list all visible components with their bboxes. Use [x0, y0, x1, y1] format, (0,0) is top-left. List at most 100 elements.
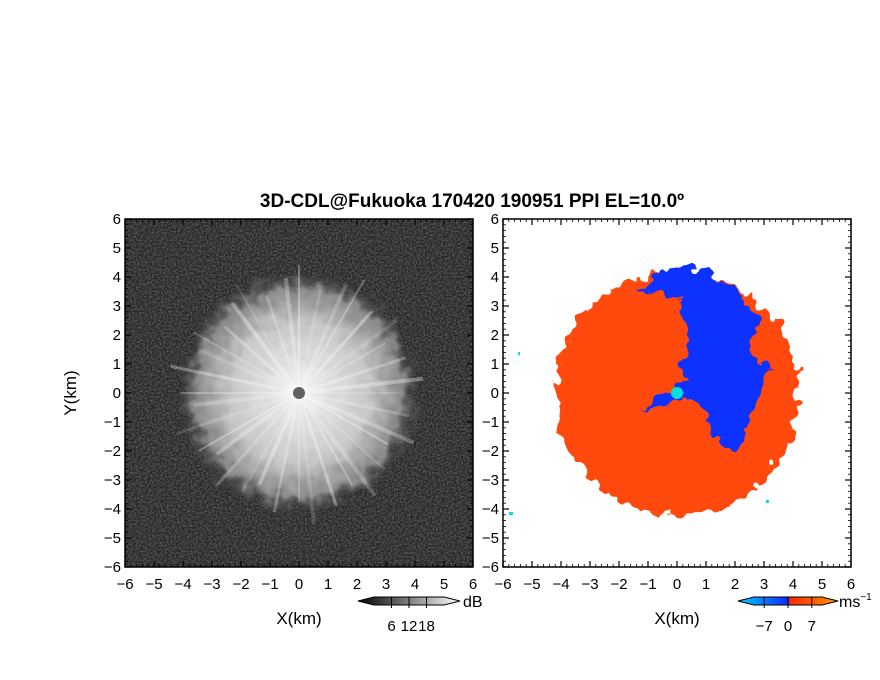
reflectivity-axes: −6 6 −5 5 −4 4 −3 3 −2 2 −1 1 0 0 1 −1 2 −2 3 −3 4 −4 5 −5 6 −6: [104, 211, 477, 593]
reflectivity-ray: [215, 391, 301, 456]
x-tick-label: −3: [203, 576, 220, 593]
y-tick-label: −1: [104, 414, 121, 431]
y-tick-label: 2: [113, 327, 121, 344]
reflectivity-ray: [193, 331, 300, 394]
reflectivity-ray: [257, 392, 301, 486]
clutter-speck: [509, 512, 513, 515]
reflectivity-ray: [297, 310, 373, 394]
reflectivity-ray: [297, 318, 398, 395]
velocity-approaching-region: [640, 276, 770, 452]
colorbar-tick-label: 18: [418, 618, 435, 635]
reflectivity-ray: [170, 364, 300, 395]
x-tick-label: −6: [116, 576, 133, 593]
reflectivity-panel: [125, 219, 473, 567]
x-tick-label: −4: [552, 576, 569, 593]
x-tick-label: 1: [324, 576, 332, 593]
reflectivity-ray: [230, 301, 301, 395]
x-tick-label: 2: [731, 576, 739, 593]
velocity-colorbar: −7 0 7 ms−1: [737, 592, 872, 635]
reflectivity-ray: [297, 391, 377, 497]
reflectivity-ray: [177, 391, 300, 435]
reflectivity-ray: [298, 392, 389, 446]
velocity-colorbar-unit-base: ms: [839, 594, 860, 611]
reflectivity-ray: [198, 392, 300, 452]
reflectivity-ray: [272, 392, 301, 513]
reflectivity-ray: [298, 376, 424, 395]
y-tick-label: 3: [491, 298, 499, 315]
y-tick-label: −6: [482, 559, 499, 576]
x-tick-label: 4: [789, 576, 797, 593]
velocity-panel: [503, 219, 851, 567]
x-tick-label: 6: [847, 576, 855, 593]
reflectivity-ray: [298, 279, 366, 394]
y-tick-label: 1: [113, 356, 121, 373]
y-tick-label: −4: [104, 501, 121, 518]
y-tick-label: 5: [113, 240, 121, 257]
x-tick-label: −5: [145, 576, 162, 593]
reflectivity-colorbar-ticks: 6 12 18: [387, 597, 435, 635]
velocity-colorbar-ticks: −7 0 7: [756, 597, 816, 635]
y-tick-label: −3: [482, 472, 499, 489]
y-tick-label: 1: [491, 356, 499, 373]
x-tick-label: −1: [639, 576, 656, 593]
clutter-speck: [766, 500, 769, 503]
y-tick-label: −3: [104, 472, 121, 489]
y-tick-label: 4: [113, 269, 121, 286]
reflectivity-ray: [223, 325, 300, 395]
reflectivity-rays: [170, 265, 424, 524]
y-tick-label: −5: [482, 530, 499, 547]
y-tick-label: 0: [113, 385, 121, 402]
y-tick-label: 5: [491, 240, 499, 257]
velocity-colorbar-unit: ms−1: [839, 592, 872, 611]
y-tick-label: −6: [104, 559, 121, 576]
y-tick-label: 2: [491, 327, 499, 344]
reflectivity-ray: [298, 392, 353, 486]
x-tick-label: 2: [353, 576, 361, 593]
velocity-axes: −6 6 −5 5 −4 4 −3 3 −2 2 −1 1 0 0 1 −1 2 −2 3 −3 4 −4 5 −5 6 −6: [482, 211, 855, 593]
reflectivity-ray: [193, 391, 300, 408]
colorbar-tick-label: 6: [387, 618, 395, 635]
reflectivity-colorbar: 6 12 18 dB: [357, 594, 483, 635]
reflectivity-ray: [298, 356, 407, 395]
x-tick-label: 4: [411, 576, 419, 593]
x-tick-label: 0: [673, 576, 681, 593]
x-tick-label: −5: [523, 576, 540, 593]
y-tick-label: −2: [482, 443, 499, 460]
y-tick-label: −1: [482, 414, 499, 431]
y-tick-label: −5: [104, 530, 121, 547]
reflectivity-ray: [283, 278, 301, 394]
x-tick-label: −6: [494, 576, 511, 593]
reflectivity-ray: [198, 347, 300, 395]
y-tick-label: 0: [491, 385, 499, 402]
reflectivity-ray: [298, 391, 415, 445]
reflectivity-ray: [298, 391, 410, 418]
velocity-approaching-rim: [636, 268, 722, 296]
velocity-colorbar-unit-exponent: −1: [860, 592, 872, 603]
reflectivity-ray: [297, 283, 348, 394]
chart-title: 3D-CDL@Fukuoka 170420 190951 PPI EL=10.0…: [260, 191, 684, 212]
colorbar-tick-label: 7: [808, 618, 816, 635]
x-tick-label: −2: [232, 576, 249, 593]
y-tick-label: −2: [104, 443, 121, 460]
reflectivity-ray: [297, 288, 322, 394]
reflectivity-colorbar-unit: dB: [463, 594, 483, 611]
reflectivity-ray: [242, 392, 300, 491]
x-tick-label: 3: [760, 576, 768, 593]
reflectivity-ray: [297, 392, 316, 524]
x-tick-label: 3: [382, 576, 390, 593]
x-tick-label: −3: [581, 576, 598, 593]
reflectivity-ray: [214, 392, 301, 488]
x-axis-label-right: X(km): [654, 609, 699, 628]
y-tick-label: 6: [491, 211, 499, 228]
x-axis-label-left: X(km): [276, 609, 321, 628]
radar-site-marker: [671, 387, 683, 399]
y-tick-label: 3: [113, 298, 121, 315]
clutter-speck: [518, 352, 520, 355]
x-tick-label: 1: [702, 576, 710, 593]
x-tick-label: 5: [440, 576, 448, 593]
reflectivity-ray: [297, 392, 338, 506]
reflectivity-ray: [235, 284, 300, 394]
y-axis-label: Y(km): [61, 370, 80, 415]
reflectivity-ray: [265, 294, 301, 394]
